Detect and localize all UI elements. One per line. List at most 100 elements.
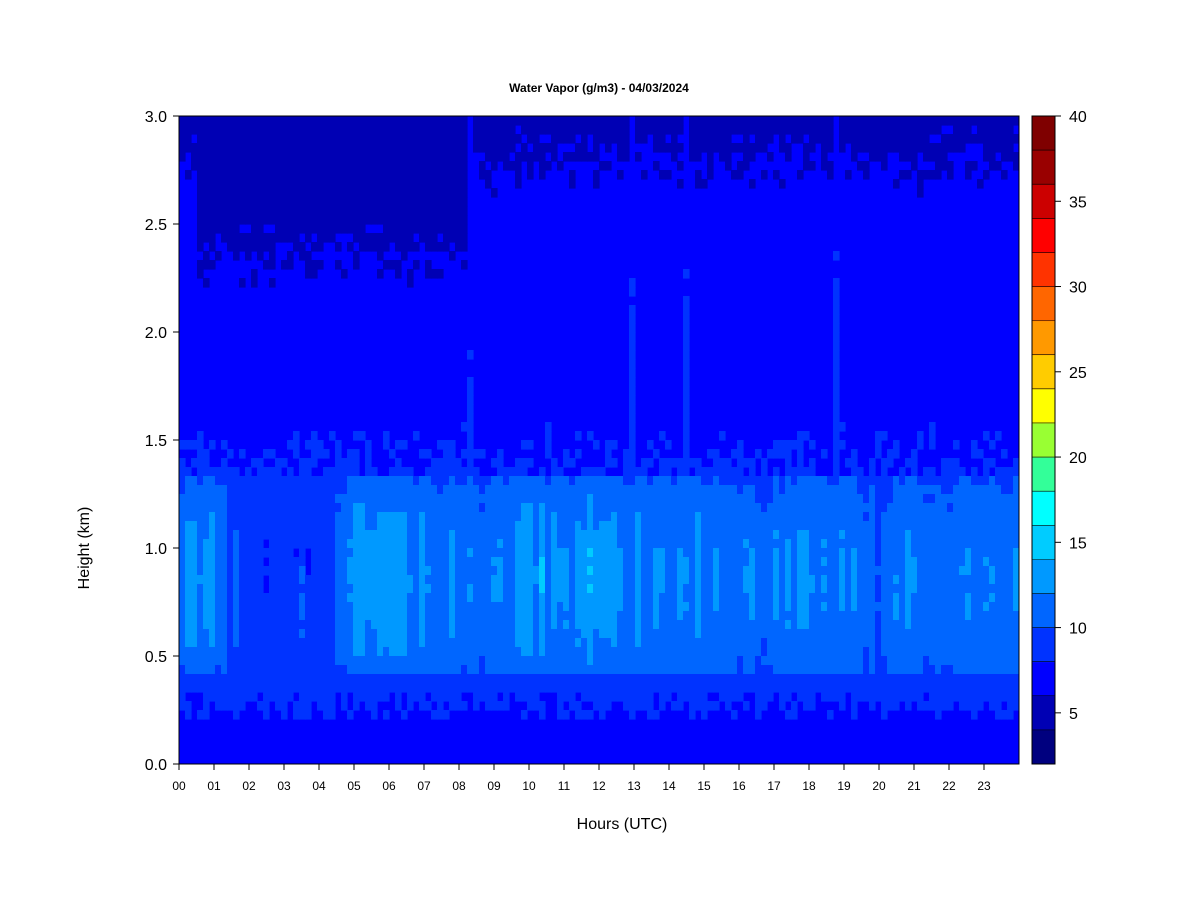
- heatmap-cell: [515, 566, 522, 576]
- heatmap-cell: [521, 539, 528, 549]
- heatmap-cell: [965, 557, 972, 567]
- heatmap-cell: [263, 530, 270, 540]
- heatmap-cell: [257, 701, 264, 711]
- heatmap-cell: [935, 692, 942, 702]
- heatmap-cell: [779, 440, 786, 450]
- heatmap-cell: [527, 692, 534, 702]
- heatmap-cell: [863, 557, 870, 567]
- heatmap-cell: [269, 197, 276, 207]
- heatmap-cell: [941, 521, 948, 531]
- heatmap-cell: [965, 656, 972, 666]
- heatmap-cell: [869, 638, 876, 648]
- heatmap-cell: [461, 179, 468, 189]
- heatmap-cell: [695, 692, 702, 702]
- heatmap-cell: [179, 539, 186, 549]
- heatmap-cell: [749, 575, 756, 585]
- heatmap-cell: [311, 206, 318, 216]
- heatmap-cell: [221, 134, 228, 144]
- heatmap-cell: [983, 539, 990, 549]
- heatmap-cell: [479, 116, 486, 126]
- heatmap-cell: [869, 674, 876, 684]
- heatmap-cell: [491, 188, 498, 198]
- heatmap-cell: [341, 179, 348, 189]
- heatmap-cell: [641, 476, 648, 486]
- heatmap-cell: [827, 143, 834, 153]
- heatmap-cell: [383, 665, 390, 675]
- heatmap-cell: [599, 620, 606, 630]
- heatmap-cell: [731, 692, 738, 702]
- heatmap-cell: [749, 476, 756, 486]
- heatmap-cell: [347, 665, 354, 675]
- heatmap-cell: [575, 530, 582, 540]
- heatmap-cell: [323, 512, 330, 522]
- heatmap-cell: [395, 143, 402, 153]
- heatmap-cell: [593, 629, 600, 639]
- heatmap-cell: [857, 521, 864, 531]
- heatmap-cell: [929, 467, 936, 477]
- heatmap-cell: [533, 134, 540, 144]
- heatmap-cell: [443, 593, 450, 603]
- heatmap-cell: [389, 116, 396, 126]
- heatmap-cell: [251, 224, 258, 234]
- heatmap-cell: [233, 251, 240, 261]
- heatmap-cell: [605, 521, 612, 531]
- heatmap-cell: [731, 629, 738, 639]
- heatmap-cell: [365, 584, 372, 594]
- heatmap-cell: [845, 629, 852, 639]
- heatmap-cell: [455, 215, 462, 225]
- heatmap-cell: [995, 494, 1002, 504]
- heatmap-cell: [827, 512, 834, 522]
- heatmap-cell: [917, 548, 924, 558]
- heatmap-cell: [269, 161, 276, 171]
- heatmap-cell: [245, 521, 252, 531]
- heatmap-cell: [467, 566, 474, 576]
- heatmap-cell: [215, 206, 222, 216]
- heatmap-cell: [197, 161, 204, 171]
- heatmap-cell: [917, 620, 924, 630]
- heatmap-cell: [755, 584, 762, 594]
- heatmap-cell: [551, 134, 558, 144]
- heatmap-cell: [545, 602, 552, 612]
- heatmap-cell: [389, 548, 396, 558]
- heatmap-cell: [917, 557, 924, 567]
- heatmap-cell: [701, 116, 708, 126]
- heatmap-cell: [179, 143, 186, 153]
- heatmap-cell: [221, 656, 228, 666]
- heatmap-cell: [431, 530, 438, 540]
- heatmap-cell: [251, 665, 258, 675]
- heatmap-cell: [215, 170, 222, 180]
- heatmap-cell: [395, 269, 402, 279]
- heatmap-cell: [365, 179, 372, 189]
- heatmap-cell: [599, 674, 606, 684]
- heatmap-cell: [419, 197, 426, 207]
- heatmap-cell: [689, 557, 696, 567]
- heatmap-cell: [287, 215, 294, 225]
- heatmap-cell: [743, 566, 750, 576]
- heatmap-cell: [377, 530, 384, 540]
- heatmap-cell: [887, 116, 894, 126]
- heatmap-cell: [773, 467, 780, 477]
- heatmap-cell: [467, 593, 474, 603]
- heatmap-cell: [953, 521, 960, 531]
- heatmap-cell: [179, 152, 186, 162]
- heatmap-cell: [323, 188, 330, 198]
- heatmap-cell: [533, 620, 540, 630]
- heatmap-cell: [281, 638, 288, 648]
- heatmap-cell: [641, 638, 648, 648]
- heatmap-cell: [881, 512, 888, 522]
- heatmap-cell: [665, 557, 672, 567]
- heatmap-cell: [311, 656, 318, 666]
- heatmap-cell: [275, 557, 282, 567]
- heatmap-cell: [689, 701, 696, 711]
- heatmap-cell: [377, 539, 384, 549]
- heatmap-cell: [959, 134, 966, 144]
- heatmap-cell: [455, 485, 462, 495]
- heatmap-cell: [575, 431, 582, 441]
- heatmap-cell: [509, 557, 516, 567]
- heatmap-cell: [389, 674, 396, 684]
- heatmap-cell: [941, 656, 948, 666]
- heatmap-cell: [227, 620, 234, 630]
- heatmap-cell: [365, 440, 372, 450]
- heatmap-cell: [497, 602, 504, 612]
- heatmap-cell: [377, 242, 384, 252]
